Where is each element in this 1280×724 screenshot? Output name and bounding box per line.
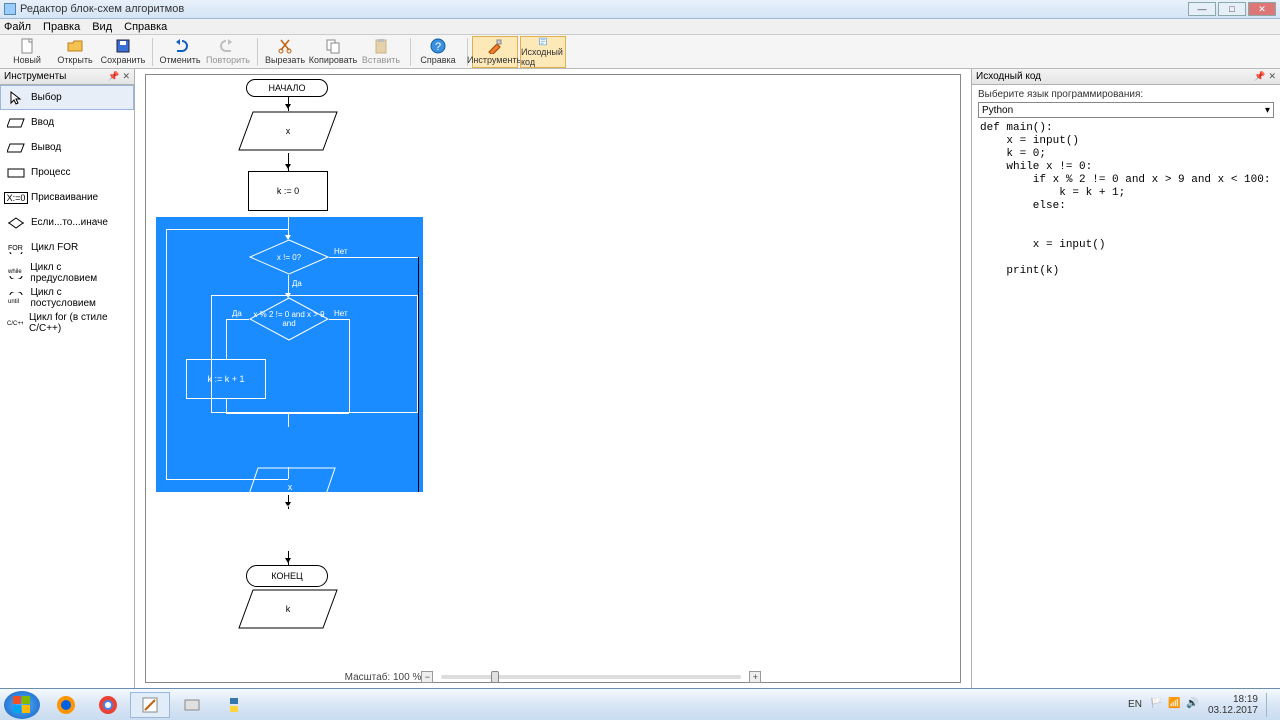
- tb-code[interactable]: Исходный код: [520, 36, 566, 68]
- parallelogram-icon: [7, 117, 25, 129]
- tb-tools[interactable]: Инструменты: [472, 36, 518, 68]
- panel-close-icon[interactable]: ✕: [1268, 71, 1276, 82]
- tb-new[interactable]: Новый: [4, 36, 50, 68]
- menu-edit[interactable]: Правка: [43, 21, 80, 33]
- tool-select[interactable]: Выбор: [0, 85, 134, 110]
- tray-network-icon[interactable]: 📶: [1168, 698, 1182, 712]
- toolbar: Новый Открыть Сохранить Отменить Повтори…: [0, 35, 1280, 69]
- tb-paste[interactable]: Вставить: [358, 36, 404, 68]
- tb-help[interactable]: ?Справка: [415, 36, 461, 68]
- node-k0[interactable]: k := 0: [248, 171, 328, 211]
- panel-close-icon[interactable]: ✕: [122, 71, 130, 82]
- rect-icon: [7, 167, 25, 179]
- menu-file[interactable]: Файл: [4, 21, 31, 33]
- zoom-in[interactable]: +: [749, 671, 761, 683]
- svg-text:while: while: [8, 269, 22, 275]
- node-input-x2[interactable]: x: [244, 467, 336, 507]
- show-desktop[interactable]: [1266, 693, 1274, 717]
- node-input-x[interactable]: x: [238, 111, 338, 151]
- edge-label-yes2: Да: [232, 309, 242, 318]
- node-cond1[interactable]: x != 0?: [249, 239, 329, 275]
- zoom-bar: Масштаб: 100 % − +: [135, 668, 971, 686]
- tools-panel-title: Инструменты 📌 ✕: [0, 69, 134, 85]
- tool-for[interactable]: FOR Цикл FOR: [0, 235, 134, 260]
- parallelogram-icon: [7, 142, 25, 154]
- tray-flag-icon[interactable]: 🏳️: [1150, 698, 1164, 712]
- lang-select[interactable]: Python ▾: [978, 102, 1274, 118]
- node-start[interactable]: НАЧАЛО: [246, 79, 328, 97]
- lang-label: Выберите язык программирования:: [972, 85, 1280, 102]
- edge-label-no2: Нет: [334, 309, 348, 318]
- task-python[interactable]: [214, 692, 254, 718]
- window-minimize[interactable]: —: [1188, 2, 1216, 16]
- tb-redo[interactable]: Повторить: [205, 36, 251, 68]
- window-maximize[interactable]: □: [1218, 2, 1246, 16]
- canvas-area[interactable]: НАЧАЛО x k := 0 x != 0?: [135, 69, 972, 688]
- zoom-slider[interactable]: [441, 675, 741, 679]
- node-kinc[interactable]: k := k + 1: [186, 359, 266, 399]
- tool-output[interactable]: Вывод: [0, 135, 134, 160]
- tray-clock[interactable]: 18:19 03.12.2017: [1208, 694, 1258, 716]
- tb-undo[interactable]: Отменить: [157, 36, 203, 68]
- tb-copy[interactable]: Копировать: [310, 36, 356, 68]
- tb-save[interactable]: Сохранить: [100, 36, 146, 68]
- edge-label-no1: Нет: [334, 247, 348, 256]
- task-editor[interactable]: [130, 692, 170, 718]
- assign-icon: X:=0: [7, 192, 25, 204]
- taskbar: EN 🏳️ 📶 🔊 18:19 03.12.2017: [0, 688, 1280, 720]
- tool-if[interactable]: Если...то...иначе: [0, 210, 134, 235]
- node-output-k[interactable]: k: [238, 589, 338, 629]
- tray-lang[interactable]: EN: [1128, 699, 1142, 710]
- code-panel-title: Исходный код 📌 ✕: [972, 69, 1280, 85]
- code-panel: Исходный код 📌 ✕ Выберите язык программи…: [972, 69, 1280, 688]
- panel-pin-icon[interactable]: 📌: [108, 71, 119, 82]
- start-button[interactable]: [4, 691, 40, 719]
- tb-open[interactable]: Открыть: [52, 36, 98, 68]
- cursor-icon: [7, 92, 25, 104]
- tool-process[interactable]: Процесс: [0, 160, 134, 185]
- svg-text:?: ?: [435, 41, 441, 53]
- task-chrome[interactable]: [88, 692, 128, 718]
- canvas[interactable]: НАЧАЛО x k := 0 x != 0?: [145, 74, 961, 683]
- tool-assign[interactable]: X:=0 Присваивание: [0, 185, 134, 210]
- svg-text:C/C++: C/C++: [7, 321, 23, 327]
- window-titlebar: Редактор блок-схем алгоритмов — □ ✕: [0, 0, 1280, 19]
- zoom-out[interactable]: −: [421, 671, 433, 683]
- tool-input[interactable]: Ввод: [0, 110, 134, 135]
- window-title: Редактор блок-схем алгоритмов: [20, 3, 184, 15]
- svg-text:FOR: FOR: [8, 245, 23, 252]
- task-app2[interactable]: [172, 692, 212, 718]
- menu-bar: Файл Правка Вид Справка: [0, 19, 1280, 35]
- system-tray: EN 🏳️ 📶 🔊 18:19 03.12.2017: [1128, 693, 1276, 717]
- window-close[interactable]: ✕: [1248, 2, 1276, 16]
- tool-dowhile[interactable]: until Цикл с постусловием: [0, 285, 134, 310]
- loop-while-icon: while: [7, 267, 24, 279]
- code-view: def main(): x = input() k = 0; while x !…: [972, 122, 1280, 278]
- loop-cfor-icon: C/C++: [7, 317, 23, 329]
- menu-help[interactable]: Справка: [124, 21, 167, 33]
- svg-text:until: until: [8, 299, 19, 304]
- diamond-icon: [7, 217, 25, 229]
- tb-cut[interactable]: Вырезать: [262, 36, 308, 68]
- loop-dowhile-icon: until: [7, 292, 25, 304]
- zoom-label: Масштаб: 100 %: [345, 672, 422, 683]
- panel-pin-icon[interactable]: 📌: [1254, 71, 1265, 82]
- tools-panel: Инструменты 📌 ✕ Выбор Ввод Вывод Процесс…: [0, 69, 135, 688]
- node-end[interactable]: КОНЕЦ: [246, 565, 328, 587]
- edge-label-yes1: Да: [292, 279, 302, 288]
- menu-view[interactable]: Вид: [92, 21, 112, 33]
- chevron-down-icon: ▾: [1265, 105, 1270, 116]
- task-firefox[interactable]: [46, 692, 86, 718]
- tool-while[interactable]: while Цикл с предусловием: [0, 260, 134, 285]
- tool-cfor[interactable]: C/C++ Цикл for (в стиле C/C++): [0, 310, 134, 335]
- tray-volume-icon[interactable]: 🔊: [1186, 698, 1200, 712]
- loop-for-icon: FOR: [7, 242, 25, 254]
